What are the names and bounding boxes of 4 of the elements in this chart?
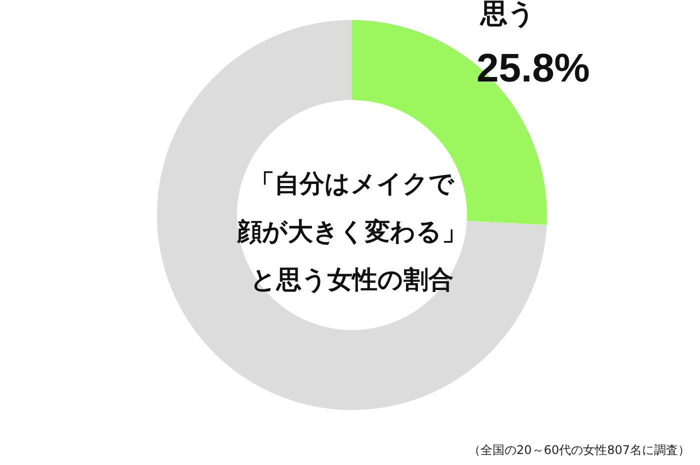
text: （全国の20～60代の女性807名に調査）	[468, 442, 690, 459]
data-label: 25.8%	[476, 46, 590, 91]
slice-label: 思う	[480, 0, 536, 30]
text: 「自分はメイクで顔が大きく変わる」と思う女性の割合	[236, 168, 468, 296]
